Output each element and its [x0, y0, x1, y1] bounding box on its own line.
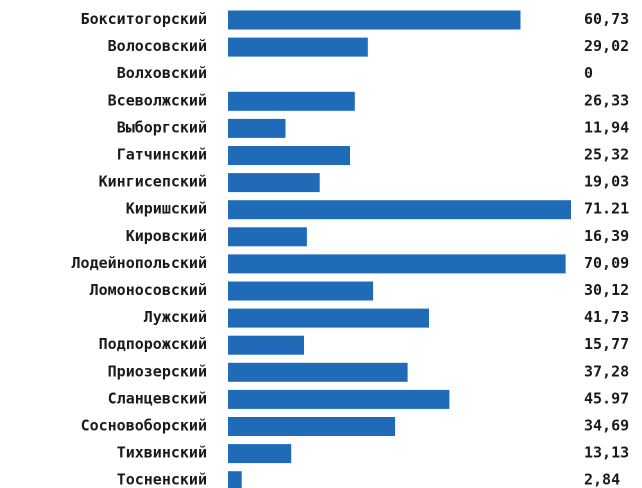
category-labels-group: Бокситогорский Волосовский Волховский Всево…	[72, 10, 207, 488]
value-label: 37,28	[584, 362, 629, 380]
value-label: 41,73	[584, 308, 629, 326]
bar-2	[228, 38, 368, 57]
value-label: 29,02	[584, 37, 629, 55]
bar-5	[228, 119, 286, 138]
bar-15	[228, 390, 449, 409]
bar-17	[228, 444, 291, 463]
category-label: Волосовский	[108, 37, 207, 55]
bar-14	[228, 363, 408, 382]
value-labels-group: 60,73 29,02 0 26,33 11,94 25,32 19,03 71.21 16,3…	[584, 10, 629, 488]
value-label: 0	[584, 64, 593, 82]
category-label: Выборгский	[117, 118, 207, 136]
category-label: Сланцевский	[108, 389, 207, 407]
value-label: 71.21	[584, 200, 629, 218]
bar-12	[228, 309, 429, 328]
bar-16	[228, 417, 395, 436]
bar-4	[228, 92, 355, 111]
category-label: Сосновоборский	[81, 417, 207, 435]
category-label: Кингисепский	[99, 173, 207, 191]
category-label: Волховский	[117, 64, 207, 82]
category-label: Тосненский	[117, 471, 207, 488]
bar-11	[228, 282, 373, 301]
bars-group	[228, 11, 571, 488]
value-label: 60,73	[584, 10, 629, 28]
category-label: Гатчинский	[117, 146, 207, 164]
value-label: 25,32	[584, 146, 629, 164]
value-label: 15,77	[584, 335, 629, 353]
category-label: Лодейнопольский	[72, 254, 207, 272]
bar-9	[228, 227, 307, 246]
bar-13	[228, 336, 304, 355]
category-label: Киришский	[126, 200, 207, 218]
value-label: 34,69	[584, 417, 629, 435]
category-label: Всеволжский	[108, 91, 207, 109]
value-label: 16,39	[584, 227, 629, 245]
category-label: Ломоносовский	[90, 281, 207, 299]
bar-8	[228, 200, 571, 219]
value-label: 45.97	[584, 389, 629, 407]
category-label: Кировский	[126, 227, 207, 245]
value-label: 26,33	[584, 91, 629, 109]
bar-10	[228, 254, 566, 273]
value-label: 13,13	[584, 444, 629, 462]
value-label: 70,09	[584, 254, 629, 272]
value-label: 11,94	[584, 118, 629, 136]
category-label: Приозерский	[108, 362, 207, 380]
bar-6	[228, 146, 350, 165]
category-label: Бокситогорский	[81, 10, 207, 28]
category-label: Подпорожский	[99, 335, 207, 353]
value-label: 30,12	[584, 281, 629, 299]
bar-7	[228, 173, 320, 192]
value-label: 2,84	[584, 471, 620, 488]
value-label: 19,03	[584, 173, 629, 191]
category-label: Тихвинский	[117, 444, 207, 462]
bar-18	[228, 471, 242, 488]
bar-1	[228, 11, 521, 30]
category-label: Лужский	[144, 308, 207, 326]
